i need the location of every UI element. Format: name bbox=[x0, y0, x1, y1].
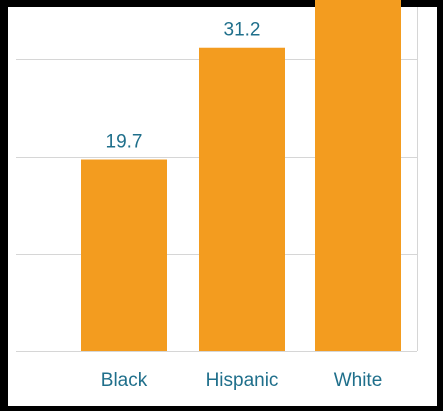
bar-black bbox=[81, 159, 167, 351]
category-label-white: White bbox=[334, 370, 383, 391]
category-label-hispanic: Hispanic bbox=[206, 370, 279, 391]
bar-hispanic bbox=[199, 47, 285, 352]
category-label-black: Black bbox=[101, 370, 148, 391]
bar-white bbox=[315, 0, 401, 352]
value-label-hispanic: 31.2 bbox=[224, 20, 261, 41]
value-label-black: 19.7 bbox=[106, 132, 143, 153]
